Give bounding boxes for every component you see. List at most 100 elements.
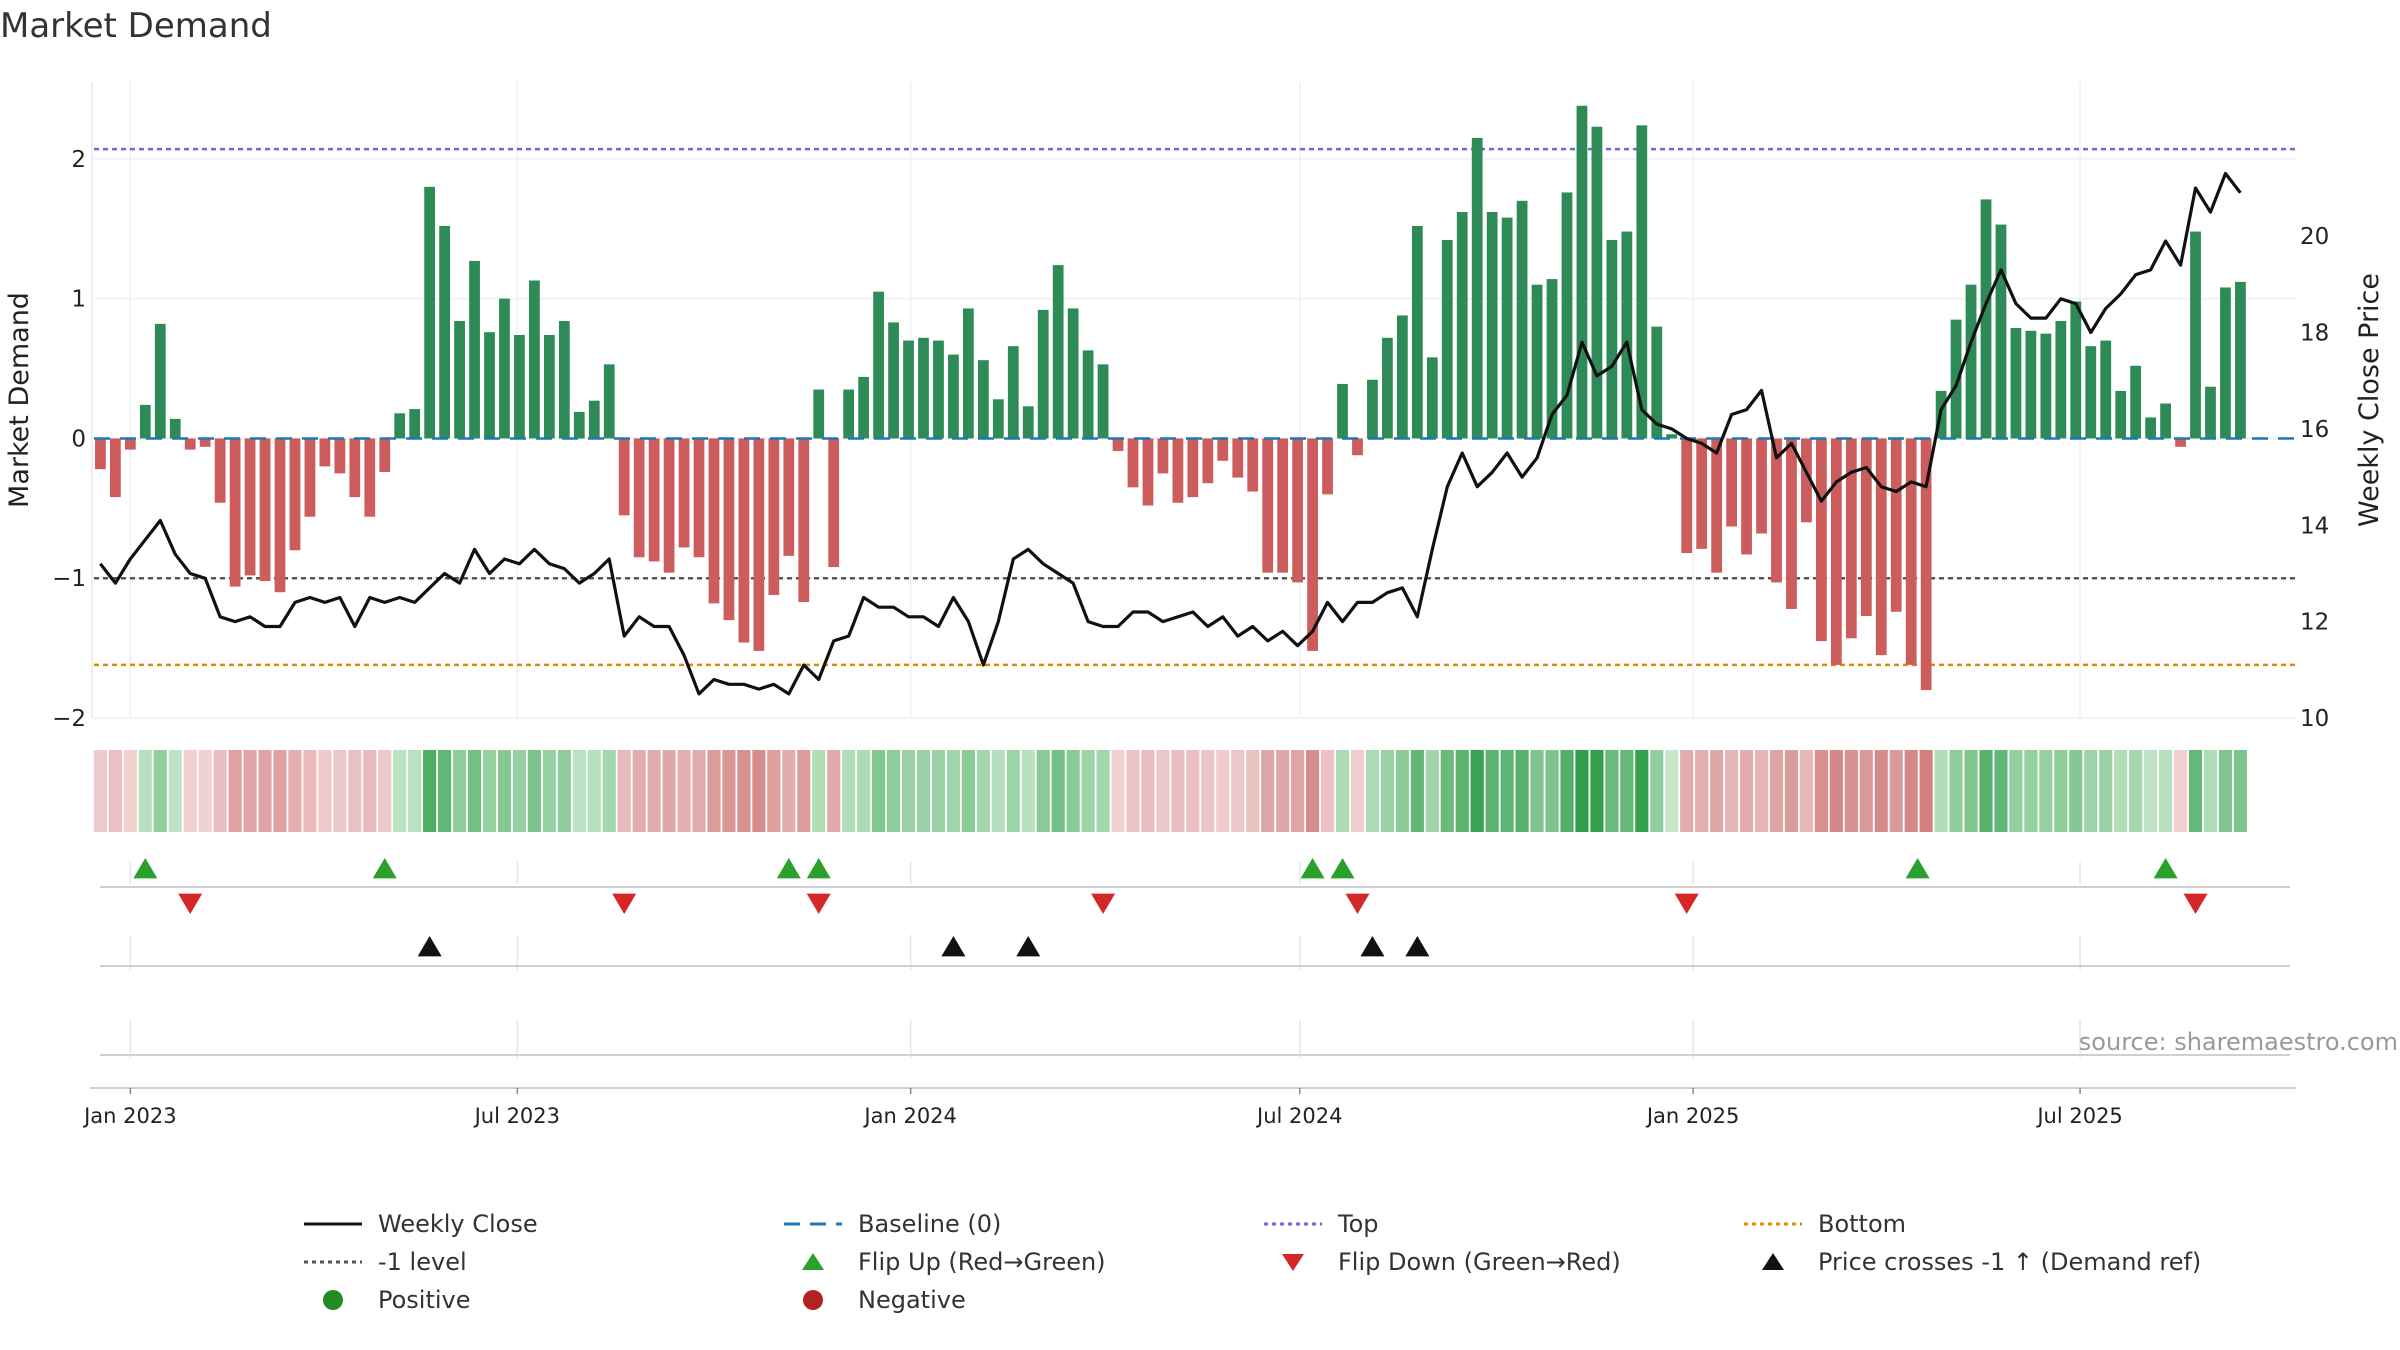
heatstrip-cell bbox=[497, 750, 512, 832]
dashed-line-icon bbox=[784, 1222, 842, 1226]
heatstrip-cell bbox=[288, 750, 302, 832]
demand-bar bbox=[1456, 211, 1468, 439]
heatstrip-cell bbox=[1680, 750, 1694, 832]
heatstrip-cell bbox=[961, 750, 975, 832]
heatstrip-cell bbox=[2188, 750, 2203, 832]
circle-icon bbox=[323, 1290, 343, 1310]
heatstrip-cell bbox=[2144, 750, 2158, 832]
demand-bar bbox=[603, 364, 615, 439]
demand-bar bbox=[543, 335, 555, 439]
y-axis-label: Market Demand bbox=[4, 292, 35, 508]
heatstrip-cell bbox=[2173, 750, 2188, 832]
demand-bar bbox=[1726, 438, 1737, 527]
demand-bar bbox=[738, 438, 750, 643]
demand-bar bbox=[1666, 434, 1678, 439]
heatstrip-cell bbox=[976, 750, 990, 832]
y-tick-label: 1 bbox=[71, 287, 86, 313]
legend-label: Flip Up (Red→Green) bbox=[858, 1248, 1106, 1276]
demand-bar bbox=[858, 376, 870, 439]
heatstrip-cell bbox=[138, 750, 152, 832]
demand-bar bbox=[1471, 137, 1483, 439]
reference-lines bbox=[94, 147, 2296, 667]
heatstrip-cell bbox=[1470, 750, 1484, 832]
y2-tick-label: 18 bbox=[2300, 321, 2329, 347]
heatstrip-cell bbox=[1126, 750, 1140, 832]
demand-bar bbox=[768, 438, 780, 595]
demand-bar bbox=[783, 438, 795, 556]
heatstrip-cell bbox=[378, 750, 392, 832]
source-note: source: sharemaestro.com bbox=[2079, 1028, 2398, 1056]
heatstrip-cell bbox=[1695, 750, 1709, 832]
y2-tick-label: 10 bbox=[2300, 706, 2329, 732]
heatstrip-cell bbox=[2129, 750, 2143, 832]
demand-bar bbox=[1561, 192, 1573, 439]
legend-item-negative: Negative bbox=[780, 1284, 1260, 1316]
heatstrip-cell bbox=[857, 750, 871, 832]
heatstrip-cell bbox=[2024, 750, 2038, 832]
demand-bar bbox=[229, 438, 241, 587]
heatstrip-cell bbox=[228, 750, 242, 832]
demand-heatstrip bbox=[93, 750, 2247, 832]
heatstrip-cell bbox=[1874, 750, 1888, 832]
heatstrip-cell bbox=[198, 750, 212, 832]
heatstrip-cell bbox=[1066, 750, 1080, 832]
legend-label: Price crosses -1 ↑ (Demand ref) bbox=[1818, 1248, 2202, 1276]
demand-bar bbox=[139, 404, 151, 439]
demand-bar bbox=[1382, 337, 1393, 439]
demand-bar bbox=[304, 438, 316, 517]
heatstrip-cell bbox=[123, 750, 137, 832]
demand-bar bbox=[1756, 438, 1767, 534]
heatstrip-cell bbox=[1365, 750, 1380, 832]
heatstrip-cell bbox=[991, 750, 1005, 832]
heatstrip-cell bbox=[438, 750, 452, 832]
flip-down-marker bbox=[1091, 893, 1116, 914]
demand-bar bbox=[588, 400, 600, 439]
demand-bar bbox=[1187, 438, 1199, 498]
flip-up-marker bbox=[776, 858, 801, 879]
demand-bar bbox=[1337, 383, 1348, 439]
demand-bar bbox=[903, 340, 914, 439]
heatstrip-cell bbox=[1291, 750, 1305, 832]
heatstrip-cell bbox=[2114, 750, 2128, 832]
heatstrip-cell bbox=[1261, 750, 1275, 832]
heatstrip-cell bbox=[1455, 750, 1469, 832]
y-tick-label: 0 bbox=[71, 426, 86, 452]
x-tick-label: Jan 2025 bbox=[1645, 1104, 1740, 1128]
heatstrip-cell bbox=[1335, 750, 1350, 832]
heatstrip-cell bbox=[1620, 750, 1634, 832]
demand-bar bbox=[169, 418, 181, 439]
heatstrip-cell bbox=[1231, 750, 1245, 832]
heatstrip-cell bbox=[1769, 750, 1784, 832]
demand-bar bbox=[933, 340, 944, 439]
heatstrip-cell bbox=[1605, 750, 1619, 832]
heatstrip-cell bbox=[1784, 750, 1799, 832]
heatstrip-cell bbox=[1216, 750, 1230, 832]
heatstrip-cell bbox=[842, 750, 856, 832]
legend: Weekly Close Baseline (0) Top Bottom -1 leve… bbox=[300, 1208, 2250, 1316]
heatstrip-cell bbox=[258, 750, 272, 832]
demand-bar bbox=[2010, 328, 2022, 439]
heatstrip-cell bbox=[542, 750, 556, 832]
demand-bar bbox=[1007, 346, 1019, 439]
legend-label: Bottom bbox=[1818, 1210, 1907, 1238]
demand-bar bbox=[2070, 301, 2082, 439]
demand-bar bbox=[1082, 350, 1094, 439]
demand-bar bbox=[1995, 224, 2007, 439]
demand-bar bbox=[708, 438, 720, 604]
heatstrip-cell bbox=[557, 750, 571, 832]
heatstrip-cell bbox=[677, 750, 691, 832]
triangle-up-icon bbox=[802, 1253, 824, 1270]
heatstrip-cell bbox=[273, 750, 287, 832]
flip-up-marker bbox=[1330, 858, 1355, 879]
demand-bar bbox=[424, 186, 436, 439]
demand-bar bbox=[2190, 231, 2201, 439]
demand-bar bbox=[873, 291, 884, 439]
demand-bar bbox=[1606, 239, 1618, 439]
demand-bar bbox=[2115, 390, 2127, 439]
solid-line-icon bbox=[304, 1222, 362, 1226]
y2-tick-label: 14 bbox=[2300, 513, 2329, 539]
legend-item-flip-down: Flip Down (Green→Red) bbox=[1260, 1246, 1740, 1278]
demand-bar bbox=[1636, 125, 1648, 439]
demand-bar bbox=[364, 438, 376, 517]
